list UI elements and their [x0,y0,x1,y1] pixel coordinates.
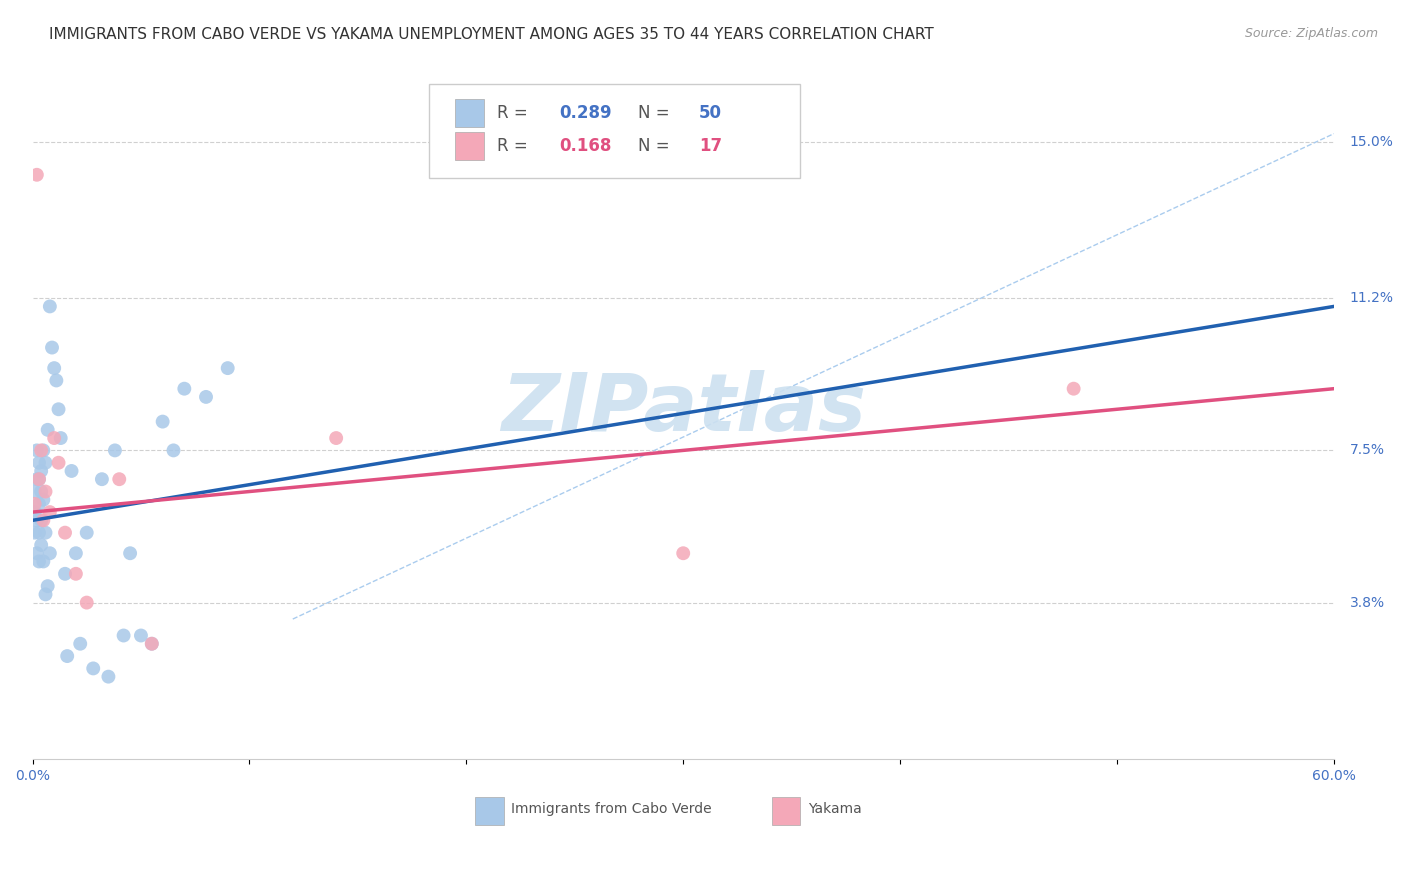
Point [69,637,91,651]
Text: N =: N = [638,136,675,154]
Point [45,374,67,388]
Point [30,443,52,458]
Point [672,546,695,560]
Point [44,431,66,445]
Point [195,390,218,404]
Point [24,505,46,519]
Text: Immigrants from Cabo Verde: Immigrants from Cabo Verde [512,802,711,816]
Point [173,382,195,396]
Point [25,513,48,527]
Text: 0.289: 0.289 [560,104,612,122]
Point [108,472,131,486]
Point [28,456,51,470]
Point [65,546,87,560]
FancyBboxPatch shape [429,84,800,178]
Point [76,525,98,540]
Point [49,431,72,445]
Point [56,649,79,664]
Point [24,497,46,511]
Point [41,341,63,355]
Point [53,525,76,540]
Point [141,637,163,651]
Point [44,361,66,376]
Point [34,484,56,499]
Point [37,579,59,593]
Text: 3.8%: 3.8% [1350,596,1385,609]
Point [82,661,104,675]
Point [162,443,184,458]
Point [28,472,51,486]
Point [25,168,48,182]
Point [65,566,87,581]
Text: 50: 50 [699,104,721,122]
Point [24,525,46,540]
Text: IMMIGRANTS FROM CABO VERDE VS YAKAMA UNEMPLOYMENT AMONG AGES 35 TO 44 YEARS CORR: IMMIGRANTS FROM CABO VERDE VS YAKAMA UNE… [49,27,934,42]
Point [28,525,51,540]
Point [25,546,48,560]
Point [38,300,60,314]
FancyBboxPatch shape [772,797,800,824]
Point [34,525,56,540]
Point [112,628,135,642]
Point [90,472,112,486]
Point [32,492,55,507]
Point [37,423,59,437]
Point [48,402,70,417]
FancyBboxPatch shape [456,100,484,128]
Point [325,431,347,445]
Point [30,484,52,499]
Point [25,472,48,486]
Text: R =: R = [498,104,533,122]
Point [217,361,239,376]
Point [104,443,127,458]
Point [34,587,56,601]
Point [28,497,51,511]
Text: 15.0%: 15.0% [1350,135,1393,149]
Point [1063,382,1085,396]
Point [97,670,120,684]
Point [120,546,142,560]
Point [30,464,52,478]
Point [30,513,52,527]
Point [32,443,55,458]
Text: 11.2%: 11.2% [1350,291,1393,305]
Point [30,538,52,552]
FancyBboxPatch shape [475,797,503,824]
Point [38,546,60,560]
Point [24,484,46,499]
Point [129,628,152,642]
Point [152,415,174,429]
Text: 0.168: 0.168 [560,136,612,154]
Point [28,554,51,568]
Point [38,505,60,519]
Point [53,566,76,581]
Text: R =: R = [498,136,533,154]
Text: N =: N = [638,104,675,122]
Text: Source: ZipAtlas.com: Source: ZipAtlas.com [1244,27,1378,40]
Text: 7.5%: 7.5% [1350,443,1385,458]
Point [34,456,56,470]
Point [32,513,55,527]
Point [60,464,83,478]
Point [48,456,70,470]
Point [32,554,55,568]
Point [76,596,98,610]
Text: Yakama: Yakama [808,802,862,816]
Point [25,443,48,458]
Text: ZIPatlas: ZIPatlas [501,370,866,449]
Text: 17: 17 [699,136,721,154]
FancyBboxPatch shape [456,132,484,160]
Point [141,637,163,651]
Point [28,472,51,486]
